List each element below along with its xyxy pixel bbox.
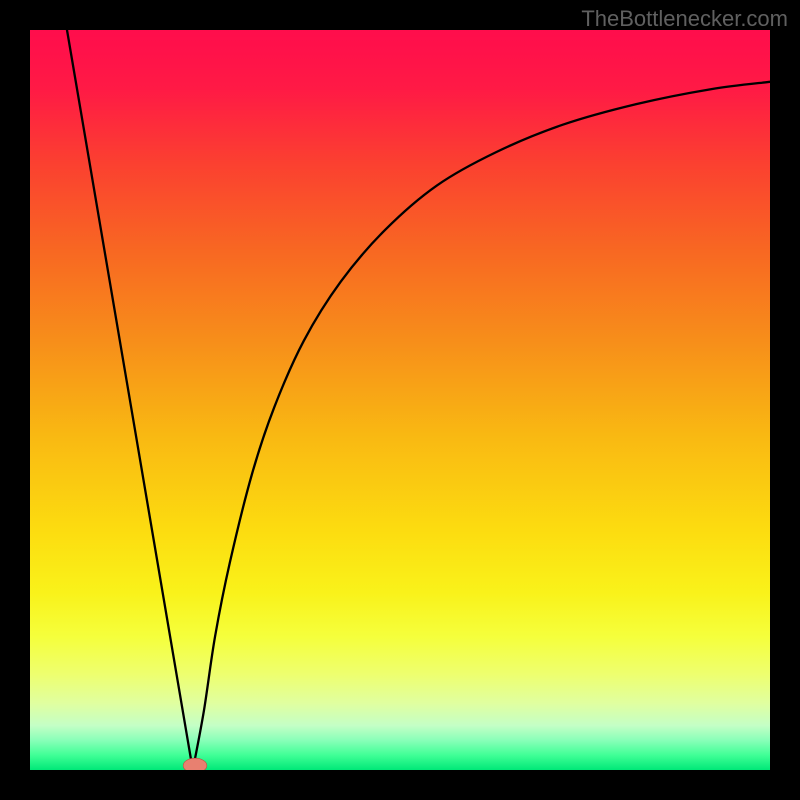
- optimum-marker: [183, 758, 207, 770]
- watermark-text: TheBottlenecker.com: [581, 6, 788, 32]
- gradient-background: [30, 30, 770, 770]
- plot-area: [30, 30, 770, 770]
- chart-container: TheBottlenecker.com: [0, 0, 800, 800]
- chart-svg: [30, 30, 770, 770]
